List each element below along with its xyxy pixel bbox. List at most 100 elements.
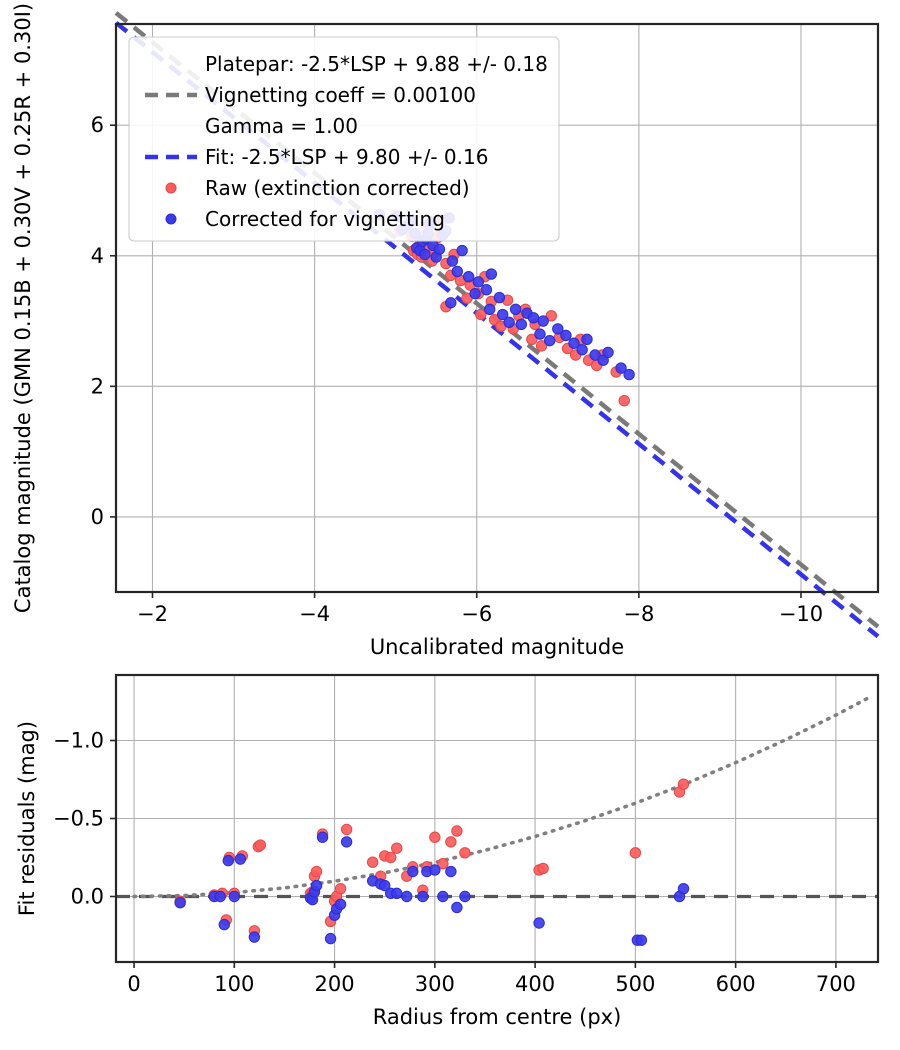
data-point — [433, 243, 446, 255]
data-point — [310, 879, 323, 892]
x-tick-label: −4 — [299, 602, 330, 626]
data-point — [469, 287, 481, 300]
legend-label: Platepar: -2.5*LSP + 9.88 +/- 0.18 — [205, 52, 548, 76]
data-point — [535, 340, 548, 352]
data-point — [228, 890, 241, 903]
data-point — [459, 847, 471, 859]
data-point — [445, 865, 457, 878]
data-point — [635, 934, 648, 946]
x-tick-label: 200 — [315, 972, 355, 996]
x-tick-label: −10 — [779, 602, 823, 626]
scatter-series — [174, 831, 690, 946]
data-point — [316, 831, 329, 843]
x-tick-label: 600 — [716, 972, 756, 996]
x-tick-label: 700 — [816, 972, 856, 996]
data-point — [534, 328, 546, 340]
y-tick-label: 2 — [91, 374, 104, 398]
data-point — [509, 303, 522, 316]
data-point — [618, 395, 630, 407]
data-point — [568, 337, 580, 349]
x-axis-title: Radius from centre (px) — [373, 1005, 622, 1029]
data-point — [459, 890, 471, 903]
x-tick-label: −8 — [623, 602, 654, 626]
data-point — [401, 890, 413, 903]
data-point — [218, 918, 230, 931]
data-point — [496, 308, 509, 321]
data-point — [485, 268, 498, 280]
legend-frame — [128, 36, 560, 242]
y-tick-label: −0.5 — [53, 807, 104, 831]
data-point — [234, 853, 247, 865]
data-point — [334, 882, 347, 895]
data-point — [391, 842, 403, 854]
data-point — [677, 778, 690, 790]
data-point — [480, 284, 493, 296]
tick-layer: 0 100 200 300 400 500 600 700 0.0 −0.5 −1.0 — [53, 729, 856, 996]
data-point — [451, 265, 463, 278]
y-tick-label: 0.0 — [71, 884, 104, 908]
data-point — [602, 346, 614, 359]
legend-label: Corrected for vignetting — [205, 207, 445, 231]
data-point — [503, 316, 515, 329]
x-tick-label: 100 — [214, 972, 254, 996]
y-tick-label: 4 — [91, 244, 104, 268]
data-point — [677, 882, 690, 895]
data-point — [324, 932, 337, 945]
data-point — [248, 931, 261, 943]
data-point — [552, 323, 564, 335]
data-point — [526, 333, 538, 346]
data-point — [385, 851, 397, 864]
data-point — [472, 276, 485, 288]
data-point — [615, 362, 627, 374]
data-point — [366, 856, 379, 868]
legend-entry: Vignetting coeff = 0.00100 — [145, 83, 476, 107]
data-point — [543, 334, 556, 347]
legend-entry: Corrected for vignetting — [165, 207, 445, 231]
data-point — [174, 897, 186, 909]
data-point — [222, 854, 234, 867]
data-point — [451, 901, 463, 914]
y-tick-label: 6 — [91, 113, 104, 137]
reference-lines — [116, 694, 878, 899]
data-point — [533, 917, 545, 929]
fit-residuals-axes: 0 100 200 300 400 500 600 700 0.0 −0.5 −1.0 Radius … — [15, 673, 880, 1029]
x-tick-label: 400 — [515, 972, 555, 996]
x-tick-label: 300 — [415, 972, 455, 996]
legend-label: Fit: -2.5*LSP + 9.80 +/- 0.16 — [205, 145, 488, 169]
data-point — [484, 303, 496, 316]
data-point — [214, 890, 226, 903]
data-point — [417, 890, 429, 903]
data-point — [515, 318, 528, 331]
data-point — [445, 836, 457, 848]
data-point — [623, 368, 635, 381]
legend-entry: Fit: -2.5*LSP + 9.80 +/- 0.16 — [145, 145, 488, 169]
legend-label: Raw (extinction corrected) — [205, 176, 470, 200]
data-point — [537, 315, 549, 327]
data-point — [475, 308, 487, 321]
data-point — [451, 825, 463, 837]
data-point — [445, 297, 457, 309]
y-tick-label: −1.0 — [53, 729, 104, 753]
legend-label: Vignetting coeff = 0.00100 — [205, 83, 476, 107]
data-point — [379, 879, 391, 892]
y-axis-title: Fit residuals (mag) — [15, 721, 39, 916]
data-point — [629, 847, 642, 859]
data-point — [462, 270, 475, 283]
x-tick-label: −2 — [137, 602, 168, 626]
data-point — [334, 898, 347, 910]
data-point — [527, 312, 540, 324]
data-point — [446, 255, 459, 267]
legend-label: Gamma = 1.00 — [205, 114, 358, 138]
data-point — [310, 865, 323, 878]
data-point — [340, 823, 353, 836]
data-point — [581, 333, 593, 346]
x-tick-label: 0 — [127, 972, 140, 996]
legend-entry: Platepar: -2.5*LSP + 9.88 +/- 0.18 — [205, 52, 548, 76]
data-point — [391, 887, 403, 900]
legend-entry: Gamma = 1.00 — [205, 114, 358, 138]
data-point — [340, 836, 353, 848]
legend-marker-swatch — [165, 213, 177, 225]
data-point — [456, 244, 468, 257]
plot-line-dotted — [132, 694, 873, 899]
